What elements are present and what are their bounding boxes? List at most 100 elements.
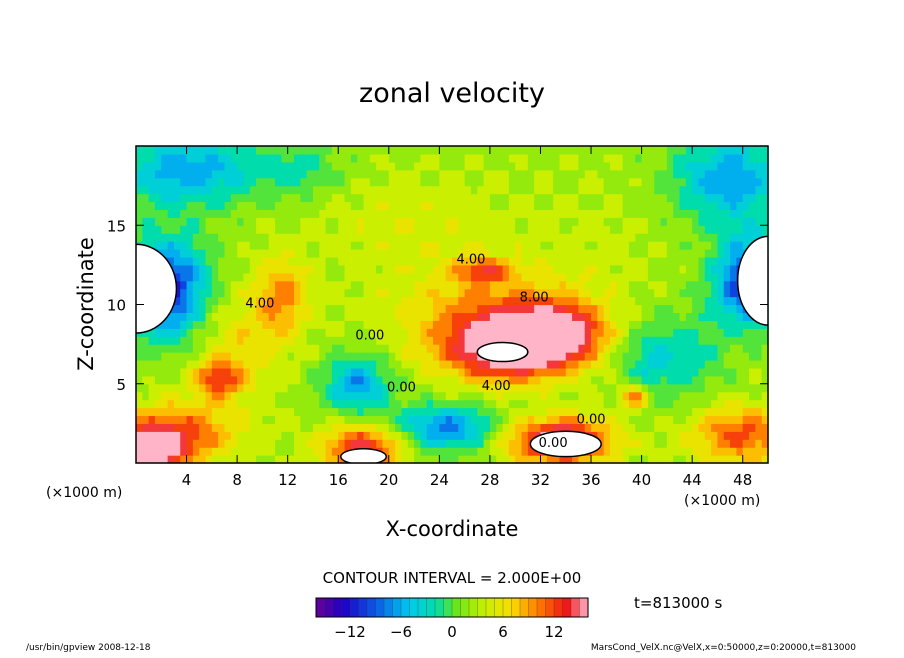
field-cell bbox=[673, 225, 681, 234]
colorbar-swatch bbox=[332, 597, 343, 618]
field-cell bbox=[458, 359, 466, 369]
field-cell bbox=[331, 344, 339, 353]
field-cell bbox=[211, 193, 219, 203]
field-cell bbox=[660, 249, 668, 258]
field-cell bbox=[711, 288, 719, 298]
field-cell bbox=[508, 399, 516, 409]
field-cell bbox=[407, 423, 415, 432]
field-cell bbox=[363, 161, 371, 171]
field-cell bbox=[610, 153, 617, 163]
field-cell bbox=[704, 455, 712, 464]
field-cell bbox=[654, 447, 662, 456]
field-cell bbox=[287, 161, 295, 171]
field-cell bbox=[641, 249, 649, 258]
field-cell bbox=[395, 359, 403, 369]
field-cell bbox=[281, 264, 289, 274]
field-cell bbox=[452, 225, 459, 234]
field-cell bbox=[224, 153, 232, 163]
field-cell bbox=[749, 367, 756, 377]
field-cell bbox=[723, 407, 731, 417]
field-cell bbox=[679, 320, 687, 329]
field-cell bbox=[527, 272, 535, 282]
field-cell bbox=[654, 264, 662, 274]
field-cell bbox=[502, 161, 510, 171]
field-cell bbox=[230, 431, 238, 440]
field-cell bbox=[679, 233, 687, 242]
field-cell bbox=[369, 383, 377, 393]
field-cell bbox=[388, 288, 396, 298]
field-cell bbox=[186, 328, 194, 337]
field-cell bbox=[654, 280, 662, 290]
field-cell bbox=[515, 249, 523, 258]
field-cell bbox=[628, 264, 636, 274]
field-cell bbox=[186, 146, 194, 155]
colorbar-swatch bbox=[409, 597, 419, 618]
field-cell bbox=[527, 359, 535, 369]
field-cell bbox=[553, 407, 561, 417]
field-cell bbox=[211, 383, 219, 393]
field-cell bbox=[553, 288, 561, 298]
field-cell bbox=[180, 193, 188, 203]
field-cell bbox=[660, 328, 668, 337]
field-cell bbox=[502, 431, 510, 440]
field-cell bbox=[395, 217, 403, 226]
field-cell bbox=[186, 161, 194, 171]
field-cell bbox=[723, 359, 731, 369]
field-cell bbox=[610, 288, 617, 298]
field-cell bbox=[180, 177, 188, 187]
field-cell bbox=[565, 423, 573, 432]
field-cell bbox=[338, 304, 346, 314]
field-cell bbox=[477, 185, 485, 195]
field-cell bbox=[426, 344, 434, 353]
field-cell bbox=[559, 344, 567, 353]
field-cell bbox=[603, 280, 611, 290]
field-cell bbox=[262, 233, 270, 242]
field-cell bbox=[647, 233, 655, 242]
field-cell bbox=[136, 169, 143, 179]
field-cell bbox=[635, 423, 643, 432]
field-cell bbox=[426, 256, 434, 266]
field-cell bbox=[711, 375, 719, 385]
field-cell bbox=[496, 312, 504, 321]
field-cell bbox=[534, 201, 542, 211]
field-cell bbox=[376, 415, 384, 424]
field-cell bbox=[736, 423, 744, 432]
field-cell bbox=[445, 296, 453, 306]
field-cell bbox=[192, 359, 200, 369]
field-cell bbox=[300, 367, 308, 377]
field-cell bbox=[540, 312, 548, 321]
field-cell bbox=[679, 169, 687, 179]
field-cell bbox=[173, 193, 181, 203]
field-cell bbox=[502, 209, 510, 218]
field-cell bbox=[534, 304, 542, 314]
field-cell bbox=[717, 383, 725, 393]
field-cell bbox=[306, 359, 314, 369]
field-cell bbox=[420, 161, 428, 171]
field-cell bbox=[553, 225, 561, 234]
field-cell bbox=[407, 153, 415, 163]
field-cell bbox=[205, 193, 213, 203]
field-cell bbox=[578, 280, 586, 290]
field-cell bbox=[306, 423, 314, 432]
field-cell bbox=[414, 153, 421, 163]
field-cell bbox=[287, 455, 295, 464]
field-cell bbox=[186, 320, 194, 329]
field-cell bbox=[749, 169, 756, 179]
field-cell bbox=[312, 375, 320, 385]
field-cell bbox=[654, 431, 662, 440]
field-cell bbox=[591, 312, 598, 321]
field-cell bbox=[325, 320, 333, 329]
field-cell bbox=[433, 399, 440, 409]
field-cell bbox=[357, 296, 365, 306]
field-cell bbox=[692, 352, 700, 361]
field-cell bbox=[294, 201, 301, 211]
field-cell bbox=[439, 367, 447, 377]
field-cell bbox=[553, 272, 561, 282]
field-cell bbox=[249, 391, 257, 401]
field-cell bbox=[186, 415, 194, 424]
field-cell bbox=[376, 431, 384, 440]
field-cell bbox=[382, 423, 390, 432]
field-cell bbox=[338, 375, 346, 385]
field-cell bbox=[268, 407, 276, 417]
field-cell bbox=[534, 177, 542, 187]
